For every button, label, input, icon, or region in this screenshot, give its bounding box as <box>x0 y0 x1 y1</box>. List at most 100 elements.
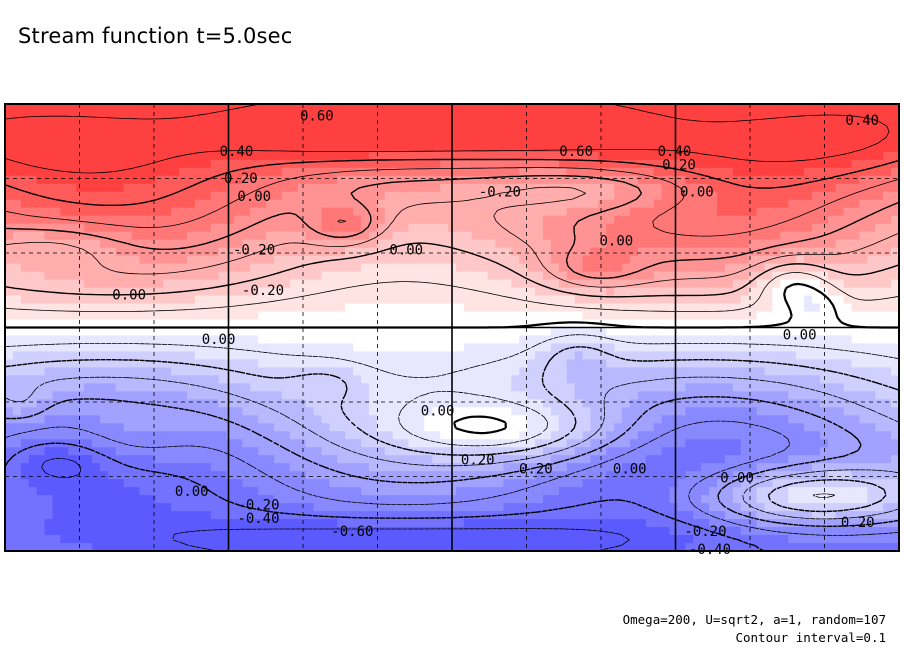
heatmap-cell <box>487 439 497 448</box>
heatmap-cell <box>835 263 845 273</box>
heatmap-cell <box>392 303 402 313</box>
heatmap-cell <box>827 143 837 153</box>
heatmap-cell <box>321 159 330 169</box>
heatmap-cell <box>606 263 615 273</box>
heatmap-cell <box>614 183 623 193</box>
heatmap-cell <box>163 111 172 121</box>
heatmap-cell <box>171 399 180 408</box>
heatmap-cell <box>266 191 275 201</box>
heatmap-cell <box>519 175 528 185</box>
heatmap-cell <box>361 335 370 345</box>
heatmap-cell <box>495 391 505 400</box>
heatmap-cell <box>289 383 299 392</box>
heatmap-cell <box>535 111 544 121</box>
heatmap-cell <box>234 399 243 408</box>
heatmap-cell <box>574 111 584 121</box>
heatmap-cell <box>772 271 781 281</box>
heatmap-cell <box>843 135 853 145</box>
heatmap-cell <box>115 183 125 193</box>
heatmap-cell <box>368 335 378 345</box>
heatmap-cell <box>471 399 481 408</box>
heatmap-cell <box>843 199 853 209</box>
heatmap-cell <box>455 287 465 297</box>
heatmap-cell <box>258 335 267 345</box>
heatmap-cell <box>598 239 607 249</box>
heatmap-cell <box>645 111 655 121</box>
heatmap-cell <box>859 367 868 376</box>
heatmap-cell <box>384 183 394 193</box>
heatmap-cell <box>653 447 663 456</box>
heatmap-cell <box>368 199 378 209</box>
heatmap-cell <box>163 151 172 161</box>
heatmap-cell <box>582 104 592 113</box>
heatmap-cell <box>36 279 46 289</box>
heatmap-cell <box>542 183 552 193</box>
heatmap-cell <box>68 399 77 408</box>
heatmap-cell <box>440 303 449 313</box>
heatmap-cell <box>131 111 141 121</box>
heatmap-cell <box>36 104 46 113</box>
heatmap-cell <box>44 415 54 424</box>
heatmap-cell <box>218 199 228 209</box>
heatmap-cell <box>717 239 726 249</box>
heatmap-cell <box>495 295 505 305</box>
heatmap-cell <box>400 375 410 384</box>
heatmap-cell <box>693 287 702 297</box>
heatmap-cell <box>171 191 180 201</box>
heatmap-cell <box>661 303 671 313</box>
heatmap-cell <box>724 431 734 440</box>
heatmap-cell <box>163 383 172 392</box>
heatmap-cell <box>542 151 552 161</box>
heatmap-cell <box>52 127 61 137</box>
heatmap-cell <box>179 391 188 400</box>
heatmap-cell <box>84 207 93 217</box>
heatmap-cell <box>440 119 449 129</box>
heatmap-cell <box>20 279 30 289</box>
heatmap-cell <box>788 159 797 169</box>
heatmap-cell <box>408 191 417 201</box>
heatmap-cell <box>52 199 61 209</box>
heatmap-cell <box>226 351 236 361</box>
heatmap-cell <box>558 303 568 313</box>
heatmap-cell <box>614 223 623 233</box>
heatmap-cell <box>266 343 275 353</box>
heatmap-cell <box>511 279 520 289</box>
heatmap-cell <box>645 359 655 369</box>
heatmap-cell <box>796 207 805 217</box>
heatmap-cell <box>179 271 188 281</box>
heatmap-cell <box>139 175 149 185</box>
heatmap-cell <box>511 127 520 137</box>
heatmap-cell <box>558 415 568 424</box>
heatmap-cell <box>875 207 884 217</box>
heatmap-cell <box>867 423 876 432</box>
heatmap-cell <box>242 335 251 345</box>
heatmap-cell <box>281 135 291 145</box>
heatmap-cell <box>471 287 481 297</box>
heatmap-cell <box>883 295 892 305</box>
heatmap-cell <box>60 199 69 209</box>
heatmap-cell <box>52 255 61 265</box>
heatmap-cell <box>645 255 655 265</box>
heatmap-cell <box>566 159 576 169</box>
heatmap-cell <box>598 183 607 193</box>
heatmap-cell <box>653 183 663 193</box>
heatmap-cell <box>368 271 378 281</box>
heatmap-cell <box>337 423 346 432</box>
heatmap-cell <box>875 359 884 369</box>
heatmap-cell <box>732 223 742 233</box>
heatmap-cell <box>5 367 14 376</box>
heatmap-cell <box>99 104 109 113</box>
heatmap-cell <box>630 375 639 384</box>
heatmap-cell <box>281 447 291 456</box>
heatmap-cell <box>772 119 781 129</box>
heatmap-cell <box>218 311 228 321</box>
heatmap-cell <box>99 455 109 464</box>
heatmap-cell <box>764 119 774 129</box>
heatmap-cell <box>653 423 663 432</box>
heatmap-cell <box>471 391 481 400</box>
heatmap-cell <box>321 415 330 424</box>
heatmap-cell <box>258 415 267 424</box>
heatmap-cell <box>353 199 362 209</box>
heatmap-cell <box>92 247 101 257</box>
heatmap-cell <box>361 239 370 249</box>
